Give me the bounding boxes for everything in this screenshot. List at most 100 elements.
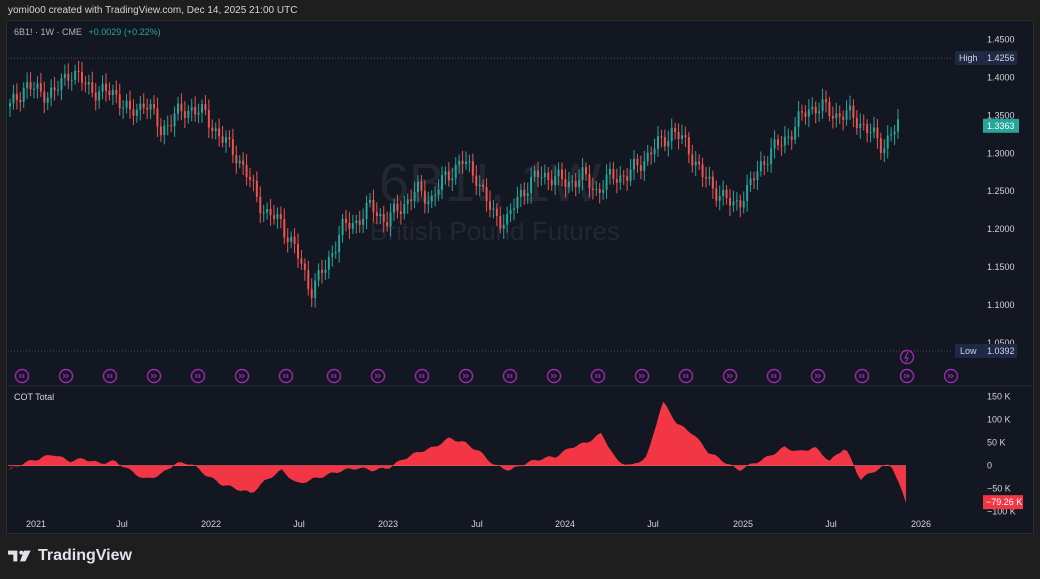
candle-body [506,214,509,225]
candle-body [369,199,371,203]
candle-body [591,188,594,190]
candle-body [890,134,893,136]
event-arrow-icon [678,368,694,384]
event-arrow-glyph [814,373,821,379]
candle-body [766,164,769,166]
candle-body [533,170,536,177]
candle-body [303,263,306,271]
high-label-bg [955,51,1017,66]
candle-body [725,189,728,199]
candle-body [444,171,447,176]
candle-body [715,188,718,201]
candle-body [324,269,327,273]
candle-body [293,236,296,244]
event-arrow-icon [14,368,30,384]
event-arrow-glyph [238,373,245,379]
candle-body [519,189,522,197]
price-tick-label: 1.2500 [987,186,1015,196]
candle-body [345,218,347,223]
event-arrow-icon [370,368,386,384]
candle-body [101,83,104,92]
time-axis-label: Jul [825,519,837,529]
event-arrow-icon [854,368,870,384]
event-arrow-icon [458,368,474,384]
cot-pane-label[interactable]: COT Total [14,392,55,402]
candle-body [516,196,519,209]
event-arrow-glyph [418,373,425,379]
candle-body [74,71,77,80]
event-arrow-glyph [550,373,557,379]
candle-body [382,214,385,223]
time-axis-label: Jul [471,519,483,529]
candle-body [245,164,248,177]
candle-body [427,201,430,204]
candle-body [650,152,653,155]
candle-body [859,123,862,129]
candle-body [845,110,848,120]
candle-body [84,82,87,85]
candle-body [50,87,53,98]
event-arrow-glyph [18,373,25,379]
cot-tick-label: 100 K [987,415,1011,425]
candle-body [886,135,889,149]
last-price-label: 1.3363 [987,121,1015,131]
cot-area [8,401,906,503]
cot-tick-label: 0 [987,461,992,471]
candle-body [543,172,546,178]
candle-body [564,179,567,187]
candle-body [869,132,872,134]
event-arrow-icon [899,368,915,384]
candle-body [26,82,29,89]
candle-body [77,71,80,73]
candle-body [187,110,190,119]
event-arrow-glyph [506,373,513,379]
candle-body [759,161,762,172]
tradingview-logo-icon [8,550,31,562]
candle-body [622,175,625,177]
candle-body [225,137,227,143]
candle-body [773,139,776,149]
candle-body [526,193,529,197]
event-arrow-icon [590,368,606,384]
event-arrow-icon [278,368,294,384]
flash-glyph [904,351,909,363]
candle-body [423,190,426,204]
cot-tick-label: −100 K [987,507,1016,517]
event-arrow-glyph [947,373,954,379]
candle-body [670,127,673,142]
candle-body [595,189,598,191]
candle-body [499,216,502,229]
footer-brand[interactable]: TradingView [8,546,132,566]
candle-body [70,79,73,81]
time-axis-label: Jul [116,519,128,529]
candle-body [358,220,361,225]
candle-body [399,211,402,215]
candle-body [828,101,831,116]
candle-body [578,179,581,187]
candle-body [331,253,334,257]
candle-body [430,195,433,202]
candle-body [633,158,635,170]
candle-body [57,89,59,91]
candle-body [259,196,262,214]
candle-body [98,91,101,101]
candle-body [379,214,382,217]
candle-body [749,178,752,185]
event-arrow-glyph [594,373,601,379]
event-arrow-icon [190,368,206,384]
candle-body [687,137,690,155]
candle-body [698,161,701,165]
candle-body [290,236,293,242]
symbol-legend[interactable]: 6B1! · 1W · CME +0.0029 (+0.22%) [14,27,161,37]
candle-body [605,174,608,190]
candle-body [835,113,838,119]
candle-body [307,270,310,289]
candle-body [283,219,286,238]
candle-body [722,189,725,196]
candle-body [636,158,639,166]
candle-body [386,222,389,227]
candle-body [115,89,118,95]
last-price-bg [983,118,1019,133]
candle-body [269,208,272,216]
